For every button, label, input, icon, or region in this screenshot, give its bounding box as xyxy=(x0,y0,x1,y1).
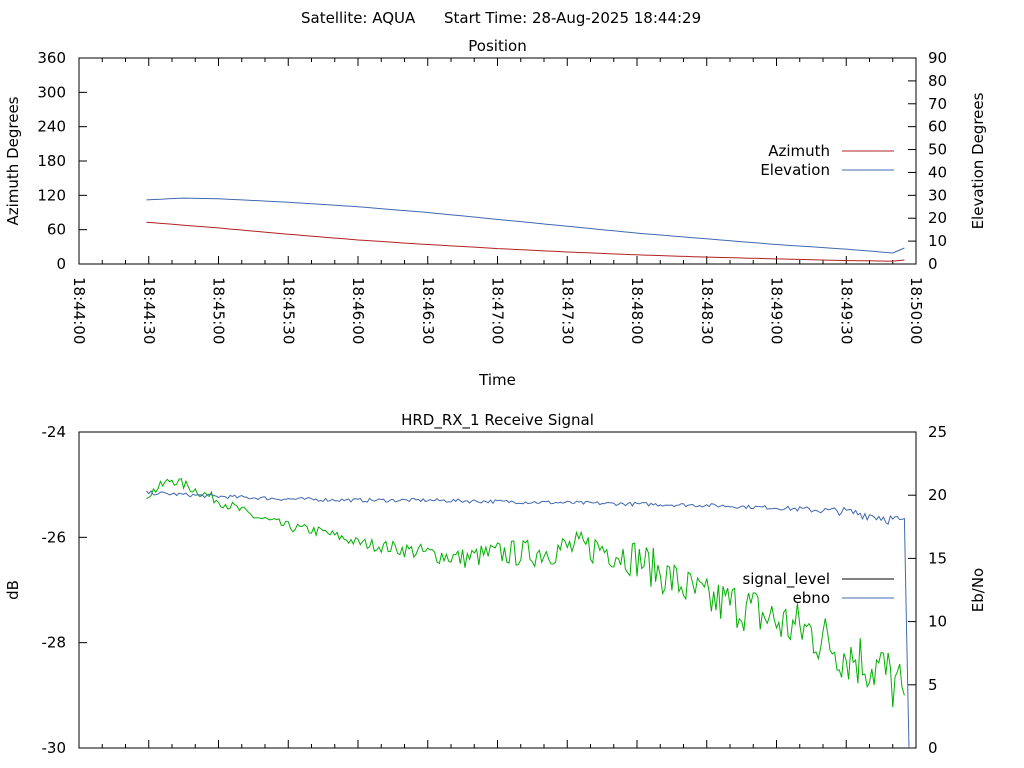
y-left-tick-label: 60 xyxy=(47,221,66,239)
x-tick-label: 18:48:00 xyxy=(628,277,646,344)
x-tick-label: 18:46:30 xyxy=(419,277,437,344)
y-right-tick-label: 60 xyxy=(928,118,947,136)
series-line-elevation xyxy=(146,197,905,254)
start-time-label: Start Time: 28-Aug-2025 18:44:29 xyxy=(444,9,701,27)
position-chart: Position 18:44:00 18:44:30 18:45:00 18:45:30… xyxy=(4,37,987,389)
y-left-tick-label: -28 xyxy=(42,634,67,652)
legend-label: Azimuth xyxy=(768,142,830,160)
x-tick-label: 18:47:00 xyxy=(489,277,507,344)
y-left-tick-label: 120 xyxy=(37,186,66,204)
y-right-tick-label: 80 xyxy=(928,72,947,90)
y-left-axis-label: Azimuth Degrees xyxy=(4,96,22,225)
y-left-tick-label: -30 xyxy=(42,739,67,757)
x-tick-label: 18:45:00 xyxy=(210,277,228,344)
y-right-tick-label: 20 xyxy=(928,209,947,227)
y-left-tick-label: -24 xyxy=(42,423,67,441)
x-tick-label: 18:49:30 xyxy=(837,277,855,344)
x-tick-label: 18:44:00 xyxy=(70,277,88,344)
y-right-tick-label: 10 xyxy=(928,613,947,631)
series-line-signal-level xyxy=(146,477,905,708)
y-right-tick-label: 0 xyxy=(928,255,938,273)
x-axis-label: Time xyxy=(478,371,516,389)
y-left-tick-label: 240 xyxy=(37,118,66,136)
x-tick-label: 18:46:00 xyxy=(349,277,367,344)
y-right-tick-label: 40 xyxy=(928,163,947,181)
satellite-label: Satellite: AQUA xyxy=(301,9,416,27)
y-left-tick-label: 300 xyxy=(37,83,66,101)
y-right-tick-label: 10 xyxy=(928,232,947,250)
x-tick-label: 18:45:30 xyxy=(279,277,297,344)
series-line-ebno xyxy=(146,490,910,749)
x-tick-label: 18:44:30 xyxy=(140,277,158,344)
y-right-tick-label: 30 xyxy=(928,186,947,204)
y-right-tick-label: 50 xyxy=(928,141,947,159)
legend-label: signal_level xyxy=(742,570,830,589)
y-right-tick-label: 25 xyxy=(928,423,947,441)
series-line-azimuth xyxy=(146,221,905,262)
y-left-tick-label: 180 xyxy=(37,152,66,170)
y-left-tick-label: 360 xyxy=(37,49,66,67)
y-left-tick-label: 0 xyxy=(56,255,66,273)
y-right-axis-label: Eb/No xyxy=(969,568,987,612)
x-tick-label: 18:48:30 xyxy=(698,277,716,344)
y-right-tick-label: 20 xyxy=(928,486,947,504)
chart-title: Position xyxy=(468,37,526,55)
y-right-tick-label: 5 xyxy=(928,676,938,694)
y-right-tick-label: 0 xyxy=(928,739,938,757)
legend-label: ebno xyxy=(793,589,830,607)
receive-signal-chart: HRD_RX_1 Receive Signal -24 -26 -28 -30 0 5 10 1… xyxy=(4,411,987,757)
legend-label: Elevation xyxy=(760,161,830,179)
y-right-axis-label: Elevation Degrees xyxy=(969,92,987,229)
plot-frame xyxy=(78,431,917,749)
x-tick-label: 18:47:30 xyxy=(558,277,576,344)
y-right-tick-label: 70 xyxy=(928,95,947,113)
x-tick-label: 18:49:00 xyxy=(768,277,786,344)
x-tick-label: 18:50:00 xyxy=(907,277,925,344)
y-right-tick-label: 90 xyxy=(928,49,947,67)
y-left-tick-label: -26 xyxy=(42,528,67,546)
chart-title: HRD_RX_1 Receive Signal xyxy=(401,411,594,430)
y-right-tick-label: 15 xyxy=(928,549,947,567)
y-left-axis-label: dB xyxy=(4,580,22,600)
